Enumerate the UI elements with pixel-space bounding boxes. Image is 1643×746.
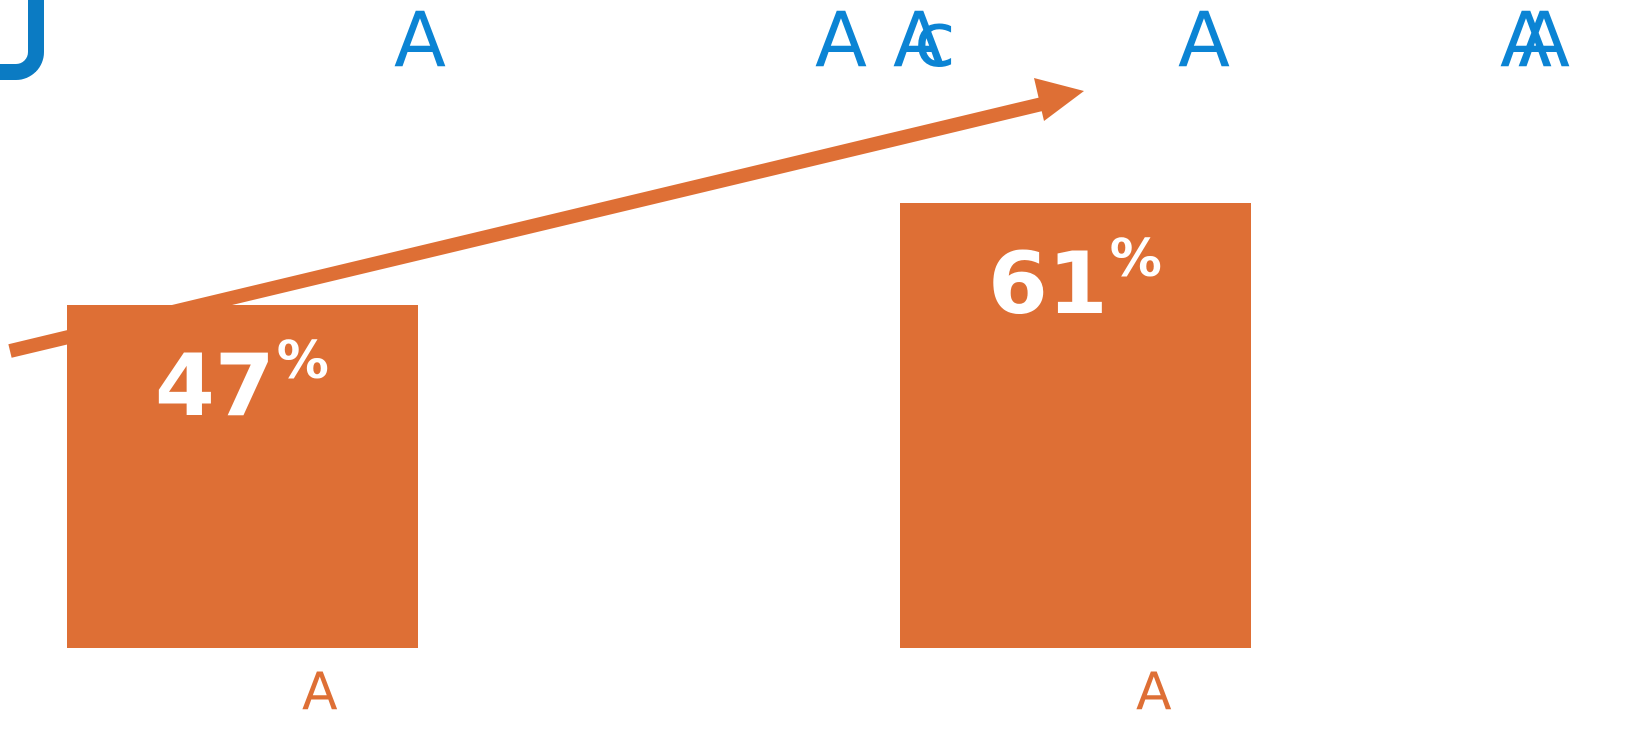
bar [900, 203, 1251, 648]
data-label-unit: % [276, 331, 329, 391]
top-label: A [1500, 0, 1552, 84]
data-label-value: 61 [988, 234, 1108, 334]
data-label: 61% [988, 233, 1162, 327]
top-label: A [1518, 0, 1570, 84]
top-label: A [1178, 0, 1230, 84]
data-label-value: 47 [155, 336, 275, 436]
top-label: A [815, 0, 867, 84]
category-label: A [302, 662, 338, 722]
bar [67, 305, 418, 648]
logo-fragment-icon [0, 0, 44, 80]
trend-arrow-head [1034, 78, 1084, 121]
data-label: 47% [155, 335, 329, 429]
category-label: A [1136, 662, 1172, 722]
top-label: A [893, 0, 945, 84]
data-label-unit: % [1109, 229, 1162, 289]
top-label: c [914, 0, 956, 84]
top-label: A [394, 0, 446, 84]
